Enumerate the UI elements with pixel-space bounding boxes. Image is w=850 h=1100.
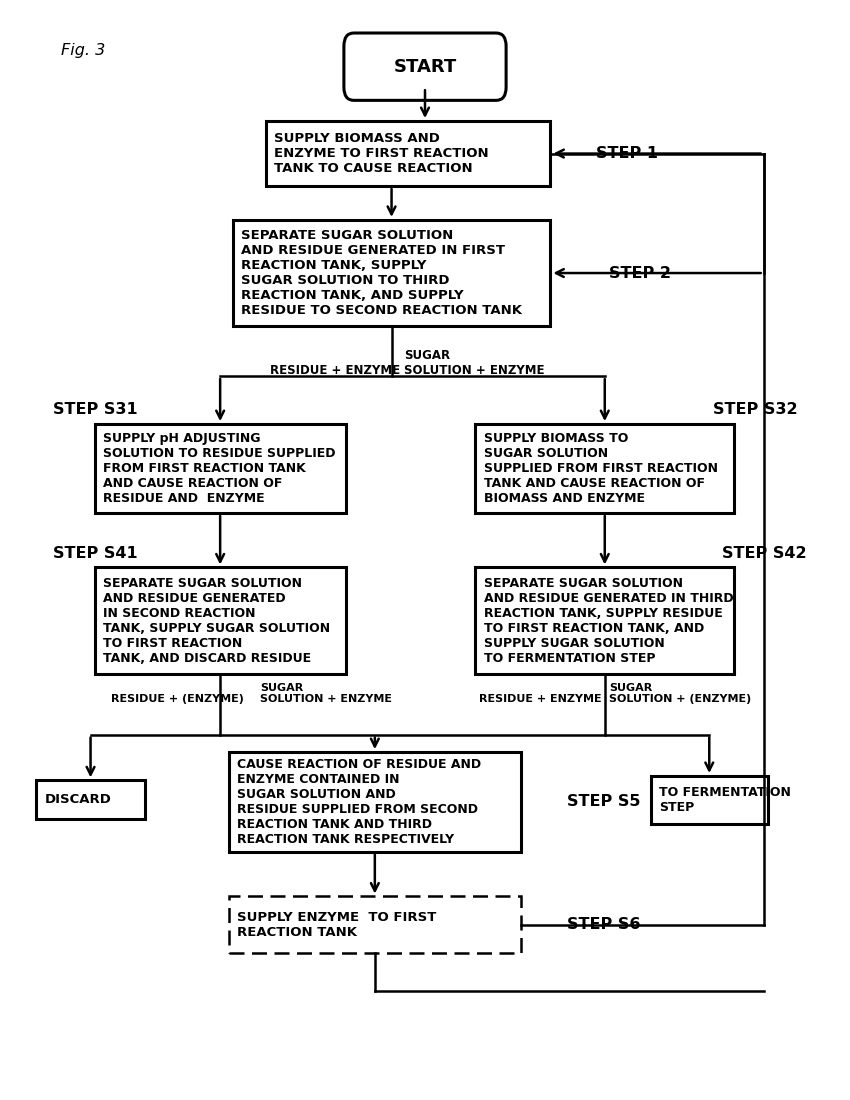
Text: STEP 1: STEP 1 [597,146,659,161]
Text: Fig. 3: Fig. 3 [61,43,105,58]
Text: RESIDUE + ENZYME: RESIDUE + ENZYME [479,694,602,704]
Text: STEP S6: STEP S6 [567,917,641,932]
Bar [229,752,521,851]
Text: SUPPLY ENZYME  TO FIRST
REACTION TANK: SUPPLY ENZYME TO FIRST REACTION TANK [237,911,436,938]
Text: SEPARATE SUGAR SOLUTION
AND RESIDUE GENERATED IN THIRD
REACTION TANK, SUPPLY RES: SEPARATE SUGAR SOLUTION AND RESIDUE GENE… [484,576,734,664]
Text: SUGAR
SOLUTION + ENZYME: SUGAR SOLUTION + ENZYME [404,350,545,377]
Text: SUPPLY BIOMASS AND
ENZYME TO FIRST REACTION
TANK TO CAUSE REACTION: SUPPLY BIOMASS AND ENZYME TO FIRST REACT… [275,132,489,175]
Text: STEP S32: STEP S32 [713,403,798,418]
Text: START: START [394,57,456,76]
Text: STEP 2: STEP 2 [609,265,671,280]
Text: SUPPLY pH ADJUSTING
SOLUTION TO RESIDUE SUPPLIED
FROM FIRST REACTION TANK
AND CA: SUPPLY pH ADJUSTING SOLUTION TO RESIDUE … [103,432,336,505]
Text: STEP S41: STEP S41 [53,546,138,561]
Text: DISCARD: DISCARD [44,793,111,806]
Bar [229,896,521,953]
Bar [37,780,144,820]
Text: STEP S31: STEP S31 [53,403,138,418]
Text: TO FERMENTATION
STEP: TO FERMENTATION STEP [659,785,791,814]
Text: SUGAR
SOLUTION + ENZYME: SUGAR SOLUTION + ENZYME [260,683,393,704]
Bar [266,121,551,186]
Text: SEPARATE SUGAR SOLUTION
AND RESIDUE GENERATED IN FIRST
REACTION TANK, SUPPLY
SUG: SEPARATE SUGAR SOLUTION AND RESIDUE GENE… [241,229,522,317]
Bar [94,424,346,513]
Bar [94,568,346,674]
Text: CAUSE REACTION OF RESIDUE AND
ENZYME CONTAINED IN
SUGAR SOLUTION AND
RESIDUE SUP: CAUSE REACTION OF RESIDUE AND ENZYME CON… [237,758,481,846]
FancyBboxPatch shape [344,33,506,100]
Text: STEP S5: STEP S5 [567,794,641,810]
Bar [475,424,734,513]
Bar [233,220,551,327]
Text: SUGAR
SOLUTION + (ENZYME): SUGAR SOLUTION + (ENZYME) [609,683,751,704]
Text: SEPARATE SUGAR SOLUTION
AND RESIDUE GENERATED
IN SECOND REACTION
TANK, SUPPLY SU: SEPARATE SUGAR SOLUTION AND RESIDUE GENE… [103,576,330,664]
Bar [475,568,734,674]
Text: RESIDUE + (ENZYME): RESIDUE + (ENZYME) [111,694,244,704]
Text: STEP S42: STEP S42 [722,546,807,561]
Bar [651,776,768,824]
Text: SUPPLY BIOMASS TO
SUGAR SOLUTION
SUPPLIED FROM FIRST REACTION
TANK AND CAUSE REA: SUPPLY BIOMASS TO SUGAR SOLUTION SUPPLIE… [484,432,717,505]
Text: RESIDUE + ENZYME: RESIDUE + ENZYME [270,364,400,377]
